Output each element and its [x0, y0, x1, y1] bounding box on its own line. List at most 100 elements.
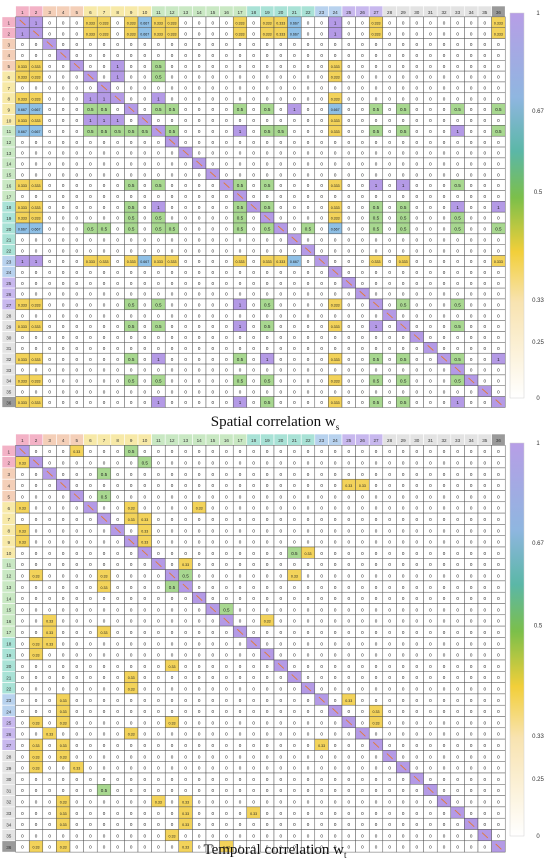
cell-value: 0: [348, 96, 351, 101]
cell-value: 0: [21, 161, 24, 166]
cell-value: 0.5: [101, 129, 108, 134]
cell-value: 0: [307, 449, 310, 454]
cell-value: 0: [62, 630, 65, 635]
cell-value: 0: [62, 540, 65, 545]
cell-value: 0: [470, 687, 473, 692]
cell-value: 0.5: [128, 378, 135, 383]
cell-value: 0: [416, 313, 419, 318]
cell-value: 0: [470, 630, 473, 635]
cell-value: 0: [157, 664, 160, 669]
cell-value: 0: [157, 494, 160, 499]
cell-value: 0: [212, 653, 215, 658]
cell-value: 0: [280, 357, 283, 362]
cell-value: 0: [76, 528, 79, 533]
cell-value: 0: [198, 641, 201, 646]
cell-value: 0.5: [155, 227, 162, 232]
cell-value: 0: [144, 172, 147, 177]
cell-value: 0.33: [46, 642, 53, 646]
cell-value: 0: [497, 324, 500, 329]
cell-value: 0: [212, 506, 215, 511]
cell-value: 0: [184, 517, 187, 522]
cell-value: 0.333: [18, 379, 27, 383]
cell-value: 0: [456, 596, 459, 601]
cell-value: 0: [239, 292, 242, 297]
cell-value: 0: [212, 194, 215, 199]
cell-value: 0.333: [32, 304, 41, 308]
cell-value: 0: [497, 378, 500, 383]
cell-value: 0: [375, 585, 378, 590]
diagonal-mark: [332, 269, 339, 275]
col-header-label: 28: [387, 438, 393, 443]
cell-value: 0: [212, 494, 215, 499]
cell-value: 0: [76, 31, 79, 36]
cell-value: 0: [225, 687, 228, 692]
cell-value: 0: [307, 107, 310, 112]
cell-value: 0: [130, 766, 133, 771]
cell-value: 0: [212, 303, 215, 308]
cell-value: 0: [76, 389, 79, 394]
cell-value: 0: [320, 216, 323, 221]
col-header-label: 16: [224, 10, 230, 15]
cell-value: 0: [429, 151, 432, 156]
cell-value: 0: [198, 574, 201, 579]
cell-value: 0: [252, 259, 255, 264]
cell-value: 0.33: [305, 552, 312, 556]
cell-value: 1: [89, 96, 92, 101]
cell-value: 0: [184, 42, 187, 47]
diagonal-mark: [128, 106, 135, 113]
cell-value: 0: [21, 86, 24, 91]
cell-value: 0: [320, 248, 323, 253]
cell-value: 0: [361, 378, 364, 383]
cell-value: 0: [76, 216, 79, 221]
cell-value: 0: [280, 562, 283, 567]
cell-value: 0: [171, 641, 174, 646]
cell-value: 0: [157, 346, 160, 351]
cell-value: 0: [62, 129, 65, 134]
cell-value: 0: [144, 107, 147, 112]
cell-value: 0: [62, 607, 65, 612]
cell-value: 0: [320, 607, 323, 612]
cell-value: 0: [157, 574, 160, 579]
cell-value: 0: [429, 313, 432, 318]
cell-value: 0: [320, 205, 323, 210]
row-header-label: 6: [8, 506, 11, 511]
row-header-label: 15: [6, 608, 12, 613]
cell-value: 0: [443, 754, 446, 759]
cell-value: 0: [361, 281, 364, 286]
cell-value: 0: [484, 607, 487, 612]
cell-value: 0: [416, 483, 419, 488]
cell-value: 0: [184, 183, 187, 188]
cell-value: 0: [266, 720, 269, 725]
cell-value: 0.5: [128, 324, 135, 329]
cell-value: 0: [307, 194, 310, 199]
cell-value: 0: [35, 483, 38, 488]
cell-value: 0: [280, 461, 283, 466]
cell-value: 0: [484, 483, 487, 488]
cell-value: 0: [266, 743, 269, 748]
cell-value: 0: [320, 172, 323, 177]
cell-value: 0: [293, 151, 296, 156]
cell-value: 0: [443, 743, 446, 748]
cell-value: 0: [280, 653, 283, 658]
col-header-label: 33: [455, 10, 461, 15]
row-header-label: 16: [6, 619, 12, 624]
row-header-label: 19: [6, 653, 12, 658]
cell-value: 0.33: [128, 688, 135, 692]
cell-value: 0.5: [155, 75, 162, 80]
cell-value: 0: [103, 562, 106, 567]
cell-value: 0: [76, 151, 79, 156]
cell-value: 0: [375, 766, 378, 771]
cell-value: 0: [497, 368, 500, 373]
cell-value: 0: [103, 743, 106, 748]
cell-value: 0: [89, 562, 92, 567]
cell-value: 0: [320, 687, 323, 692]
cell-value: 0: [416, 75, 419, 80]
cell-value: 0: [239, 551, 242, 556]
cell-value: 0: [76, 378, 79, 383]
cell-value: 0: [239, 237, 242, 242]
cell-value: 0.667: [290, 260, 299, 264]
cell-value: 0: [225, 540, 228, 545]
cell-value: 0.333: [18, 97, 27, 101]
cell-value: 0: [429, 585, 432, 590]
cell-value: 0: [198, 368, 201, 373]
